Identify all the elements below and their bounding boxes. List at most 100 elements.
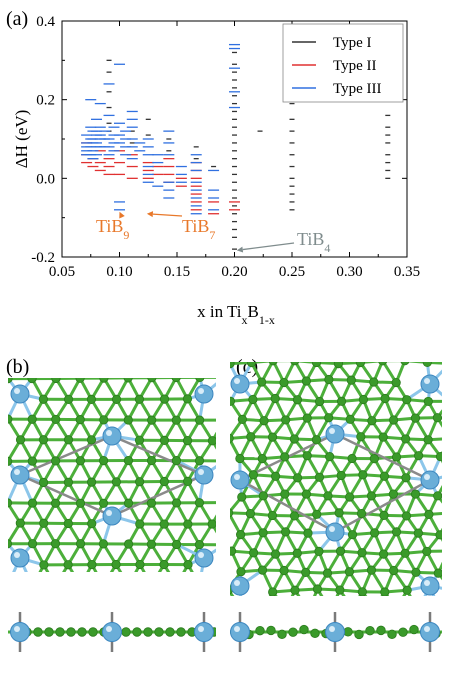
titanium-atom xyxy=(10,465,30,485)
boron-atom xyxy=(236,567,246,577)
titanium-atom-highlight xyxy=(198,388,204,394)
boron-atom xyxy=(27,498,38,508)
boron-atom xyxy=(248,470,259,480)
boron-atom xyxy=(246,362,257,368)
boron-atom xyxy=(411,567,421,577)
boron-atom xyxy=(402,395,412,405)
boron-atom xyxy=(230,546,237,556)
boron-atom xyxy=(311,435,322,445)
boron-atom xyxy=(413,451,424,461)
titanium-atom xyxy=(325,424,345,444)
boron-atom xyxy=(39,518,49,528)
titanium-atom-highlight xyxy=(424,474,430,480)
x-tick-label-0: 0.05 xyxy=(49,264,75,280)
boron-atom xyxy=(398,627,408,637)
boron-atom xyxy=(357,548,367,558)
boron-atom xyxy=(277,629,287,640)
boron-atom xyxy=(433,491,442,501)
boron-atom xyxy=(75,415,85,425)
structure-b-side-view xyxy=(8,612,216,652)
boron-atom xyxy=(389,565,399,576)
boron-atom xyxy=(132,627,142,637)
boron-atom xyxy=(422,362,432,367)
boron-atom xyxy=(195,378,205,383)
boron-atom xyxy=(146,539,157,549)
boron-atom xyxy=(98,539,109,549)
x-axis-label: x in TixB1-x xyxy=(197,302,275,327)
boron-atom xyxy=(27,539,38,549)
titanium-atom xyxy=(194,548,214,568)
boron-atom xyxy=(347,530,358,540)
boron-atom xyxy=(27,456,37,466)
boron-atom xyxy=(194,456,205,466)
legend-label-type-iii: Type III xyxy=(333,81,382,97)
titanium-atom xyxy=(420,622,440,642)
boron-atom xyxy=(335,546,346,556)
boron-atom xyxy=(324,413,334,423)
boron-atom xyxy=(255,625,265,636)
x-tick-label-5: 0.30 xyxy=(336,264,362,280)
titanium-atom xyxy=(230,576,250,596)
side-view-atoms xyxy=(230,612,442,652)
boron-atom xyxy=(266,625,276,636)
boron-atom xyxy=(380,587,390,596)
data-marks xyxy=(81,43,391,250)
annotation-tib9-label: TiB9 xyxy=(96,216,129,242)
boron-atom xyxy=(123,539,134,549)
structure-b-top-view xyxy=(8,378,216,572)
boron-atom xyxy=(312,509,322,519)
boron-atom xyxy=(237,414,247,424)
boron-atom xyxy=(366,491,377,501)
boron-atom xyxy=(424,509,434,519)
boron-atom xyxy=(51,414,61,425)
titanium-atom-highlight xyxy=(424,378,430,384)
boron-atom xyxy=(39,560,49,570)
boron-atom xyxy=(27,414,37,424)
boron-atom xyxy=(267,510,278,521)
boron-atom xyxy=(257,454,267,464)
boron-atom xyxy=(50,498,61,508)
boron-atom xyxy=(369,528,380,538)
boron-atom xyxy=(230,362,235,369)
boron-atom xyxy=(15,518,25,528)
boron-atom xyxy=(432,413,442,423)
x-tick-label-4: 0.25 xyxy=(279,264,305,280)
boron-atom xyxy=(183,519,193,529)
titanium-atom-highlight xyxy=(14,388,20,394)
formation-energy-chart: 0.05 0.10 0.15 0.20 0.25 0.30 0.35 -0.2 0.0 0.2 0.… xyxy=(12,14,420,327)
x-axis-label-base: x in Ti xyxy=(197,302,242,321)
boron-atom xyxy=(355,362,366,368)
boron-atom xyxy=(270,471,281,481)
boron-atom xyxy=(75,498,86,508)
boron-atom xyxy=(257,377,267,387)
titanium-atom-highlight xyxy=(234,474,240,480)
titanium-atom xyxy=(102,426,122,446)
boron-atom xyxy=(50,539,61,549)
boron-atom xyxy=(159,519,169,529)
side-view-atoms xyxy=(8,612,216,652)
titanium-atom-highlight xyxy=(106,430,112,436)
titanium-atom-highlight xyxy=(106,510,112,516)
boron-atom xyxy=(325,452,335,462)
structure-c-top-view xyxy=(230,362,442,596)
boron-atom xyxy=(435,451,442,462)
boron-atom xyxy=(413,528,423,538)
titanium-atom-highlight xyxy=(329,526,335,532)
boron-atom xyxy=(134,394,145,404)
boron-atom xyxy=(183,560,193,570)
boron-atom xyxy=(63,518,73,529)
boron-atom xyxy=(279,377,289,388)
boron-atom xyxy=(358,470,368,480)
boron-atom xyxy=(135,559,145,570)
boron-atom xyxy=(422,546,432,557)
boron-atom xyxy=(63,394,74,404)
boron-atom xyxy=(99,415,109,425)
boron-atom xyxy=(87,559,97,570)
annotation-tib7-sub: 7 xyxy=(209,228,215,242)
boron-atom xyxy=(289,434,300,444)
boron-atom xyxy=(401,434,411,444)
boron-atom xyxy=(299,624,309,635)
boron-atom xyxy=(388,415,399,425)
boron-atom xyxy=(391,452,402,462)
